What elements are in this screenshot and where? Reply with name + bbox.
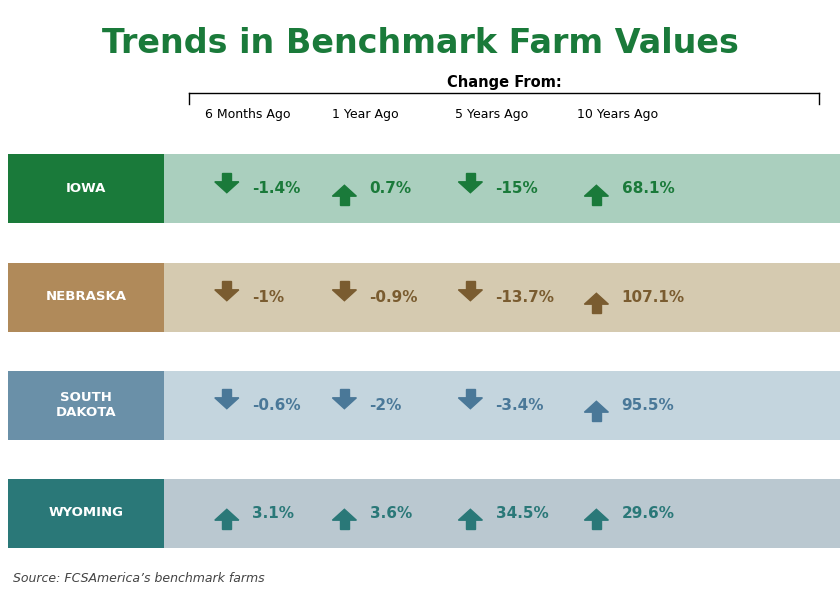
Polygon shape xyxy=(333,509,356,520)
Polygon shape xyxy=(333,398,356,409)
Polygon shape xyxy=(223,520,231,529)
Polygon shape xyxy=(215,182,239,193)
Polygon shape xyxy=(585,185,608,196)
Polygon shape xyxy=(459,182,482,193)
Text: -3.4%: -3.4% xyxy=(496,397,544,413)
Bar xyxy=(8,370,164,439)
Polygon shape xyxy=(592,520,601,529)
Polygon shape xyxy=(585,293,608,304)
Text: SOUTH
DAKOTA: SOUTH DAKOTA xyxy=(55,391,117,419)
Polygon shape xyxy=(592,304,601,313)
Text: Source: FCSAmerica’s benchmark farms: Source: FCSAmerica’s benchmark farms xyxy=(13,572,265,585)
Polygon shape xyxy=(592,412,601,421)
Text: 5 Years Ago: 5 Years Ago xyxy=(454,108,528,121)
Polygon shape xyxy=(340,520,349,529)
Bar xyxy=(164,479,840,547)
Bar xyxy=(164,154,840,223)
Bar xyxy=(164,263,840,331)
Polygon shape xyxy=(585,509,608,520)
Polygon shape xyxy=(333,290,356,301)
Polygon shape xyxy=(459,509,482,520)
Text: NEBRASKA: NEBRASKA xyxy=(45,290,127,304)
Text: Trends in Benchmark Farm Values: Trends in Benchmark Farm Values xyxy=(102,27,738,60)
Polygon shape xyxy=(466,520,475,529)
Text: WYOMING: WYOMING xyxy=(49,506,123,520)
Text: 107.1%: 107.1% xyxy=(622,289,685,304)
Bar xyxy=(8,154,164,223)
Text: 0.7%: 0.7% xyxy=(370,181,412,196)
Polygon shape xyxy=(340,281,349,290)
Polygon shape xyxy=(223,173,231,182)
Text: 29.6%: 29.6% xyxy=(622,505,675,520)
Polygon shape xyxy=(466,281,475,290)
Polygon shape xyxy=(215,398,239,409)
Polygon shape xyxy=(459,398,482,409)
Polygon shape xyxy=(340,389,349,398)
Text: -0.6%: -0.6% xyxy=(252,397,301,413)
Text: 3.1%: 3.1% xyxy=(252,505,294,520)
Text: 68.1%: 68.1% xyxy=(622,181,675,196)
Polygon shape xyxy=(585,401,608,412)
Text: -2%: -2% xyxy=(370,397,402,413)
Text: -1.4%: -1.4% xyxy=(252,181,301,196)
Polygon shape xyxy=(592,196,601,205)
Polygon shape xyxy=(466,389,475,398)
Polygon shape xyxy=(466,173,475,182)
Text: -15%: -15% xyxy=(496,181,538,196)
Bar xyxy=(164,370,840,439)
Text: 3.6%: 3.6% xyxy=(370,505,412,520)
Text: Change From:: Change From: xyxy=(447,75,561,90)
Polygon shape xyxy=(215,290,239,301)
Text: -0.9%: -0.9% xyxy=(370,289,418,304)
Text: 6 Months Ago: 6 Months Ago xyxy=(205,108,291,121)
Polygon shape xyxy=(223,281,231,290)
Polygon shape xyxy=(459,290,482,301)
Bar xyxy=(8,263,164,331)
Polygon shape xyxy=(333,185,356,196)
Bar xyxy=(8,479,164,547)
Text: 10 Years Ago: 10 Years Ago xyxy=(577,108,658,121)
Text: IOWA: IOWA xyxy=(66,182,107,196)
Text: 34.5%: 34.5% xyxy=(496,505,549,520)
Polygon shape xyxy=(223,389,231,398)
Text: 1 Year Ago: 1 Year Ago xyxy=(332,108,399,121)
Polygon shape xyxy=(215,509,239,520)
Text: 95.5%: 95.5% xyxy=(622,397,675,413)
Polygon shape xyxy=(340,196,349,205)
Text: -13.7%: -13.7% xyxy=(496,289,554,304)
Text: -1%: -1% xyxy=(252,289,284,304)
